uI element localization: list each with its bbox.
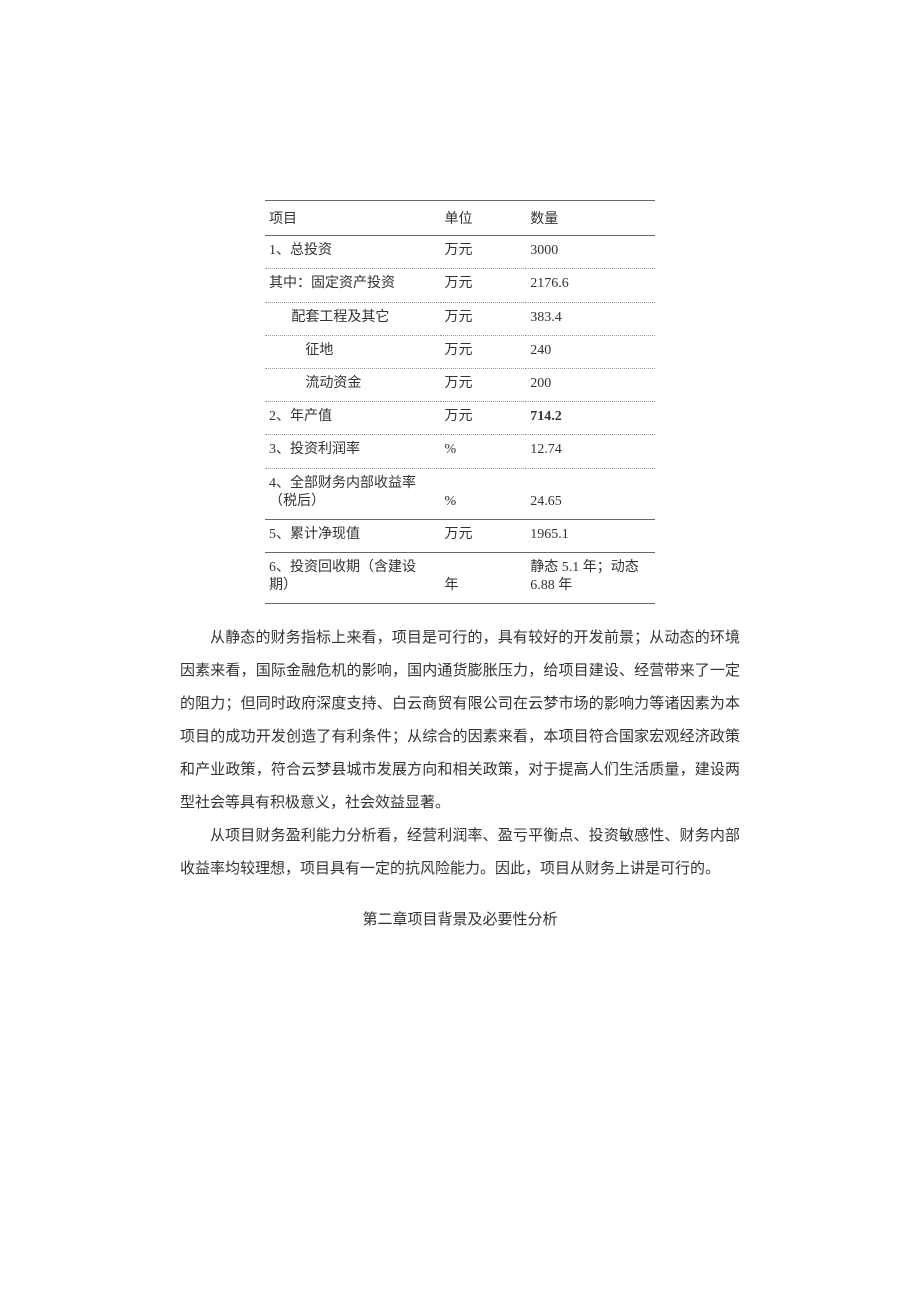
cell-qty: 200	[526, 368, 655, 401]
cell-item: 配套工程及其它	[265, 302, 441, 335]
table-row: 5、累计净现值 万元 1965.1	[265, 519, 655, 552]
cell-qty: 24.65	[526, 468, 655, 519]
cell-item: 征地	[265, 335, 441, 368]
cell-unit: 万元	[441, 519, 527, 552]
chapter-title: 第二章项目背景及必要性分析	[180, 904, 740, 937]
cell-item: 2、年产值	[265, 402, 441, 435]
table-row: 6、投资回收期（含建设期） 年 静态 5.1 年；动态 6.88 年	[265, 553, 655, 604]
table-row: 1、总投资 万元 3000	[265, 236, 655, 269]
cell-unit: 万元	[441, 236, 527, 269]
financial-table: 项目 单位 数量 1、总投资 万元 3000 其中：固定资产投资 万元 2176…	[265, 200, 655, 604]
cell-unit: 万元	[441, 368, 527, 401]
cell-qty: 383.4	[526, 302, 655, 335]
cell-unit: %	[441, 468, 527, 519]
table-row: 其中：固定资产投资 万元 2176.6	[265, 269, 655, 302]
cell-unit: 万元	[441, 335, 527, 368]
cell-unit: 万元	[441, 402, 527, 435]
cell-qty: 3000	[526, 236, 655, 269]
table-row: 3、投资利润率 % 12.74	[265, 435, 655, 468]
cell-item: 4、全部财务内部收益率（税后）	[265, 468, 441, 519]
cell-unit: 万元	[441, 269, 527, 302]
cell-qty: 240	[526, 335, 655, 368]
table-row: 4、全部财务内部收益率（税后） % 24.65	[265, 468, 655, 519]
cell-item: 流动资金	[265, 368, 441, 401]
paragraph-1: 从静态的财务指标上来看，项目是可行的，具有较好的开发前景；从动态的环境因素来看，…	[180, 622, 740, 820]
cell-qty: 714.2	[526, 402, 655, 435]
cell-item: 3、投资利润率	[265, 435, 441, 468]
header-item: 项目	[265, 201, 441, 236]
cell-qty: 12.74	[526, 435, 655, 468]
cell-item: 6、投资回收期（含建设期）	[265, 553, 441, 604]
cell-unit: 年	[441, 553, 527, 604]
body-text: 从静态的财务指标上来看，项目是可行的，具有较好的开发前景；从动态的环境因素来看，…	[180, 622, 740, 886]
paragraph-2: 从项目财务盈利能力分析看，经营利润率、盈亏平衡点、投资敏感性、财务内部收益率均较…	[180, 820, 740, 886]
cell-item: 1、总投资	[265, 236, 441, 269]
table-row: 2、年产值 万元 714.2	[265, 402, 655, 435]
cell-item: 5、累计净现值	[265, 519, 441, 552]
cell-unit: 万元	[441, 302, 527, 335]
cell-unit: %	[441, 435, 527, 468]
header-unit: 单位	[441, 201, 527, 236]
table-row: 流动资金 万元 200	[265, 368, 655, 401]
table-header-row: 项目 单位 数量	[265, 201, 655, 236]
document-page: 项目 单位 数量 1、总投资 万元 3000 其中：固定资产投资 万元 2176…	[0, 0, 920, 1197]
cell-qty: 1965.1	[526, 519, 655, 552]
table-row: 征地 万元 240	[265, 335, 655, 368]
cell-qty: 2176.6	[526, 269, 655, 302]
cell-qty: 静态 5.1 年；动态 6.88 年	[526, 553, 655, 604]
table-row: 配套工程及其它 万元 383.4	[265, 302, 655, 335]
header-qty: 数量	[526, 201, 655, 236]
cell-item: 其中：固定资产投资	[265, 269, 441, 302]
